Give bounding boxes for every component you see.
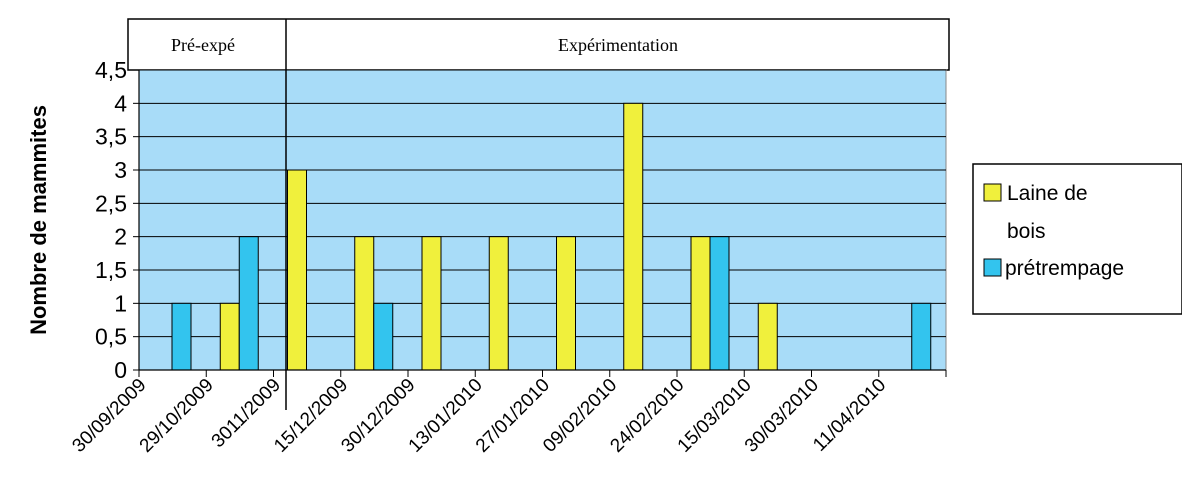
phase-banner-frame [127,18,950,71]
bar-laine-de-bois [421,236,442,371]
bar-laine-de-bois [757,302,778,371]
bar-laine-de-bois [623,102,644,371]
x-tick-label: 30/03/2010 [741,375,823,457]
bar-laine-de-bois [287,169,307,371]
x-tick-label: 29/10/2009 [136,375,218,457]
y-tick-label: 3,5 [95,124,127,150]
legend-label-laine-line2: bois [1007,220,1046,243]
bar-pretrempage [171,302,192,371]
x-tick-label: 11/04/2010 [809,375,890,456]
gridlines [139,69,946,338]
bar-laine-de-bois [556,236,576,371]
y-tick-label: 2,5 [95,190,127,216]
bars [171,102,932,371]
y-tick-label: 3 [114,157,127,183]
y-axis-label: Nombre de mammites [26,105,51,335]
y-tick-label: 0,5 [95,324,127,350]
phase-banner: Pré-expé Expérimentation [127,18,950,71]
legend-frame [972,163,1182,315]
y-tick-label: 4 [114,90,127,116]
y-tick-label: 2 [114,224,127,250]
x-ticks: 30/09/200929/10/20093011/200915/12/20093… [68,370,947,457]
bar-laine-de-bois [219,302,240,371]
bar-pretrempage [911,302,932,371]
y-ticks: 0 0,5 1 1,5 2 2,5 3 3,5 4 4,5 [95,57,139,383]
legend-swatch-pretrempage [983,258,1002,277]
y-tick-label: 1 [114,290,127,316]
plot-background [138,69,947,371]
legend-label-pretrempage: prétrempage [1005,257,1124,280]
bar-laine-de-bois [690,236,711,371]
bar-laine-de-bois [354,236,375,371]
bar-pretrempage [238,236,259,371]
legend-swatch-laine [983,183,1002,202]
y-tick-label: 1,5 [95,257,127,283]
y-tick-label: 4,5 [95,57,127,83]
bar-pretrempage [709,236,730,371]
bar-laine-de-bois [488,236,509,371]
bar-pretrempage [373,302,394,371]
phase-label-exp: Expérimentation [558,35,678,55]
y-tick-label: 0 [114,357,127,383]
phase-label-pre: Pré-expé [171,35,235,55]
legend-label-laine-line1: Laine de [1007,182,1088,205]
legend: Laine de bois prétrempage [972,163,1182,315]
